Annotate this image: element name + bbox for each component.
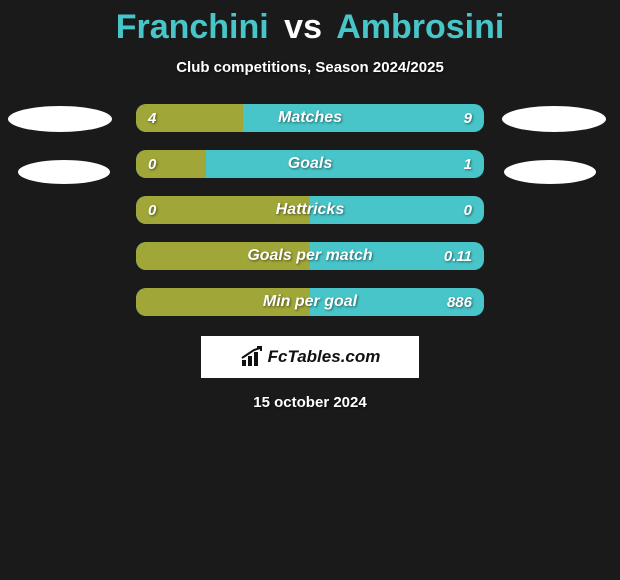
stat-label: Goals <box>136 150 484 178</box>
player1-avatar-placeholder <box>8 106 112 132</box>
stat-bar: 0Hattricks0 <box>136 196 484 224</box>
stat-bars: 4Matches90Goals10Hattricks0Goals per mat… <box>136 104 484 316</box>
brand-badge[interactable]: FcTables.com <box>201 336 419 378</box>
brand-text: FcTables.com <box>268 347 381 367</box>
player1-name: Franchini <box>116 8 269 46</box>
stat-bar: Goals per match0.11 <box>136 242 484 270</box>
stat-label: Goals per match <box>136 242 484 270</box>
stat-bar: 4Matches9 <box>136 104 484 132</box>
player2-avatar-column <box>502 104 612 184</box>
player1-avatar-column <box>8 104 118 184</box>
stat-label: Matches <box>136 104 484 132</box>
stat-value-right: 886 <box>447 288 472 316</box>
stat-bar: 0Goals1 <box>136 150 484 178</box>
stats-section: 4Matches90Goals10Hattricks0Goals per mat… <box>0 104 620 316</box>
player2-name: Ambrosini <box>336 8 504 46</box>
page-title: Franchini vs Ambrosini <box>0 8 620 47</box>
stat-value-right: 1 <box>464 150 472 178</box>
stat-label: Hattricks <box>136 196 484 224</box>
chart-icon <box>240 346 264 368</box>
player1-club-placeholder <box>18 160 110 184</box>
player2-club-placeholder <box>504 160 596 184</box>
stat-value-right: 9 <box>464 104 472 132</box>
date-label: 15 october 2024 <box>0 394 620 411</box>
stat-value-right: 0 <box>464 196 472 224</box>
stat-bar: Min per goal886 <box>136 288 484 316</box>
stat-value-right: 0.11 <box>444 242 472 270</box>
vs-label: vs <box>284 8 322 46</box>
subtitle: Club competitions, Season 2024/2025 <box>0 59 620 76</box>
comparison-widget: Franchini vs Ambrosini Club competitions… <box>0 0 620 411</box>
player2-avatar-placeholder <box>502 106 606 132</box>
stat-label: Min per goal <box>136 288 484 316</box>
